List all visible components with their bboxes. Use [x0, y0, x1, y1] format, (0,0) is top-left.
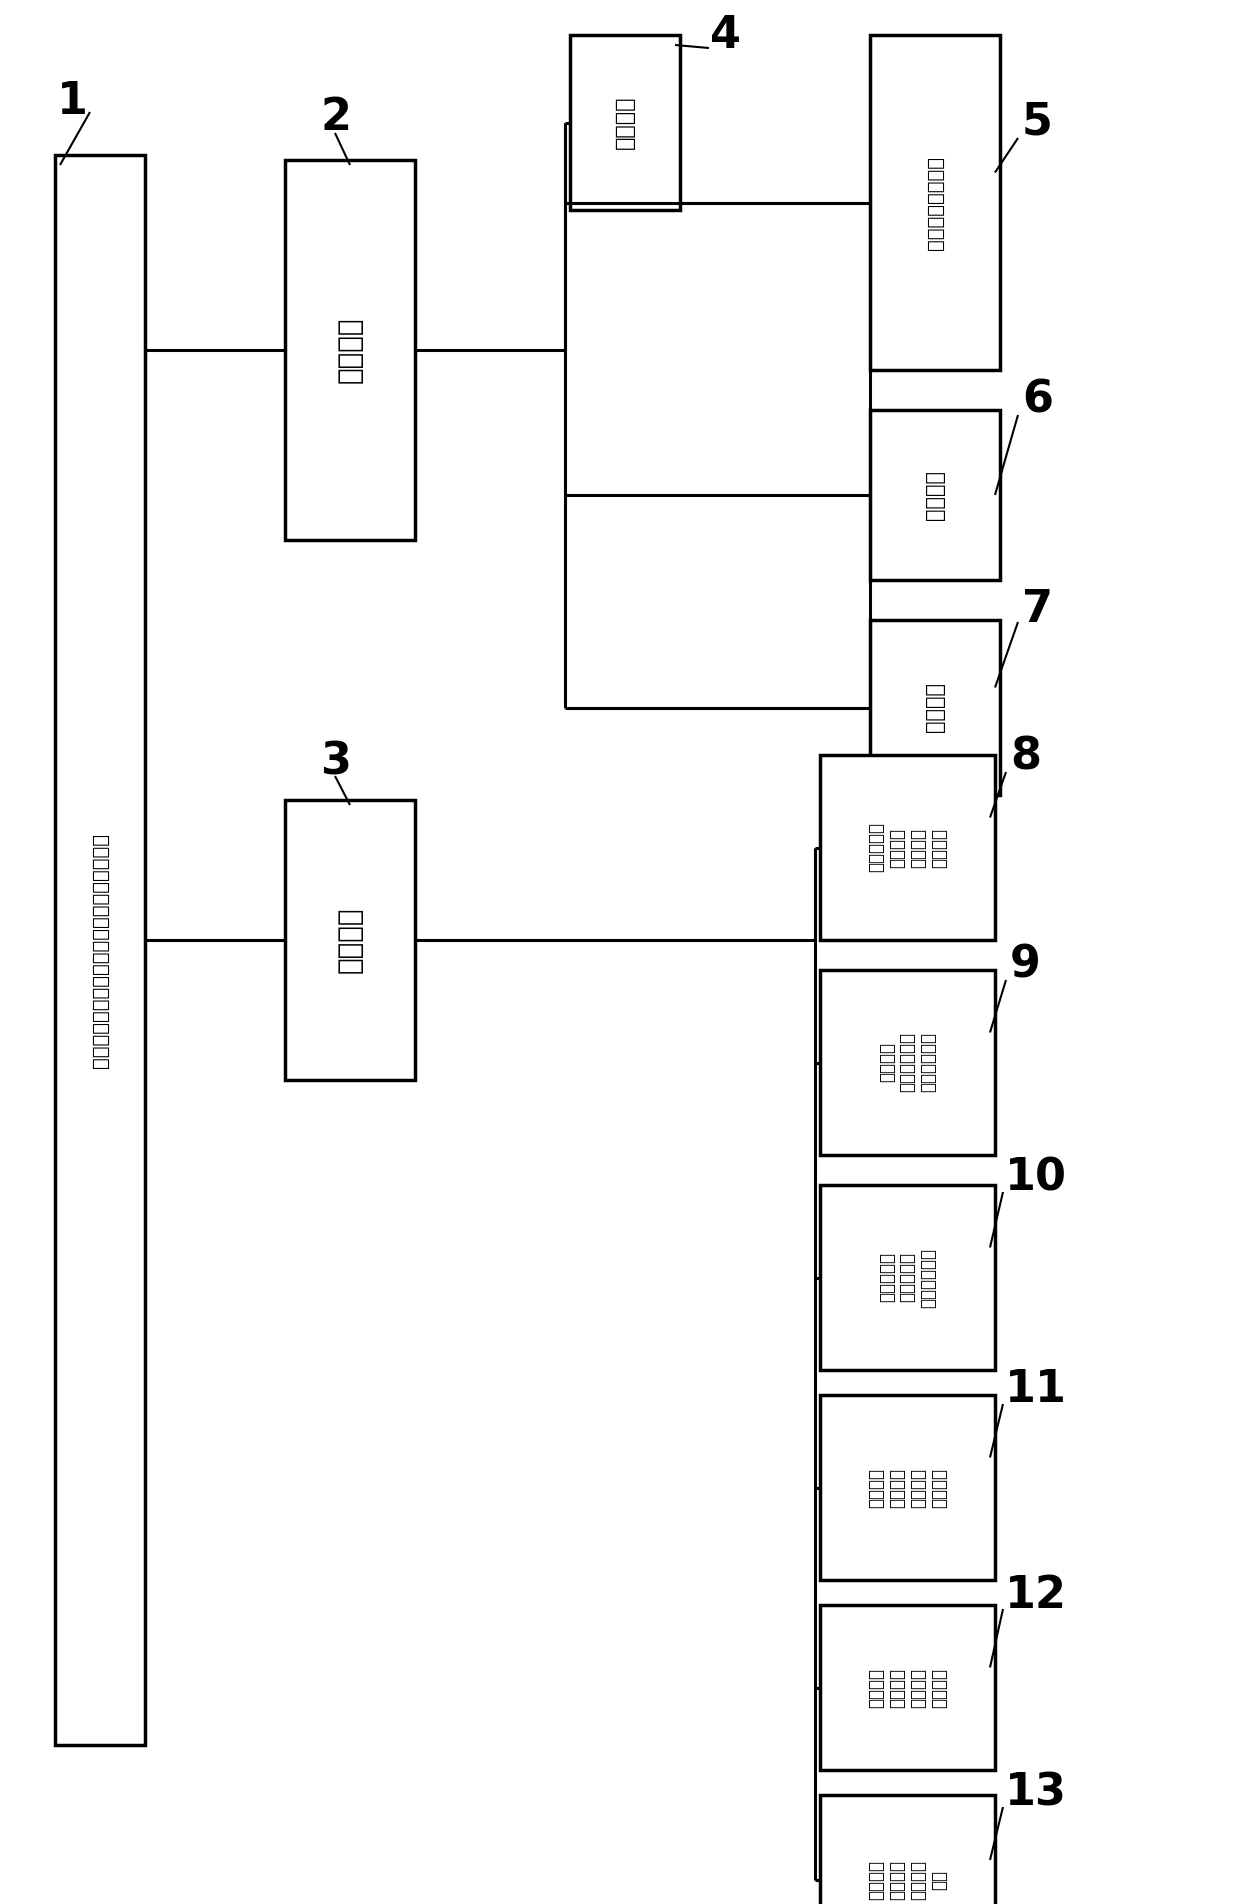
Text: 原材料制作
工艺质量
管控仿真
培训模块: 原材料制作 工艺质量 管控仿真 培训模块: [867, 823, 947, 872]
Bar: [820, 1795, 994, 1904]
Text: 输入设备: 输入设备: [615, 95, 635, 149]
Bar: [285, 160, 415, 541]
Text: 10: 10: [1004, 1156, 1066, 1200]
Text: 13: 13: [1004, 1771, 1066, 1815]
Text: 油箱组装
工艺质量
管控仿真
培训模块: 油箱组装 工艺质量 管控仿真 培训模块: [867, 1668, 947, 1708]
Text: 线圈制作
工艺质量管控
仿真培训模块: 线圈制作 工艺质量管控 仿真培训模块: [878, 1032, 937, 1093]
Text: 11: 11: [1004, 1369, 1066, 1411]
Bar: [820, 1184, 994, 1371]
Text: 软件系统: 软件系统: [336, 906, 365, 973]
Text: 仿真计算处理设备: 仿真计算处理设备: [925, 156, 945, 249]
Bar: [55, 154, 145, 1744]
Bar: [820, 969, 994, 1156]
Bar: [870, 409, 999, 581]
Text: 铁心制作工
艺质量管控
仿真培训模块: 铁心制作工 艺质量管控 仿真培训模块: [878, 1247, 937, 1308]
Text: 12: 12: [1004, 1573, 1066, 1616]
Text: 1: 1: [57, 80, 88, 124]
Text: 2: 2: [320, 97, 351, 139]
Bar: [820, 756, 994, 941]
Text: 硬件设备: 硬件设备: [336, 316, 365, 383]
Text: 6: 6: [1022, 379, 1053, 421]
Text: 器身制作
工艺质量
管控仿真
培训模块: 器身制作 工艺质量 管控仿真 培训模块: [867, 1468, 947, 1508]
Text: 4: 4: [711, 13, 742, 57]
Text: 3: 3: [320, 741, 351, 784]
Text: 8: 8: [1011, 735, 1042, 779]
Bar: [820, 1605, 994, 1771]
Bar: [870, 621, 999, 796]
Text: 特高压交流变压器工艺质量管控仿真培训系统: 特高压交流变压器工艺质量管控仿真培训系统: [91, 832, 109, 1068]
Bar: [820, 1396, 994, 1580]
Bar: [570, 34, 680, 209]
Bar: [870, 34, 999, 369]
Text: 7: 7: [1022, 588, 1053, 632]
Text: 5: 5: [1022, 101, 1053, 143]
Text: 输出设备: 输出设备: [925, 470, 945, 520]
Text: 总装工艺
质量管控
仿真培训
模块: 总装工艺 质量管控 仿真培训 模块: [867, 1860, 947, 1900]
Text: 显示设备: 显示设备: [925, 682, 945, 733]
Bar: [285, 800, 415, 1080]
Text: 9: 9: [1011, 944, 1040, 986]
